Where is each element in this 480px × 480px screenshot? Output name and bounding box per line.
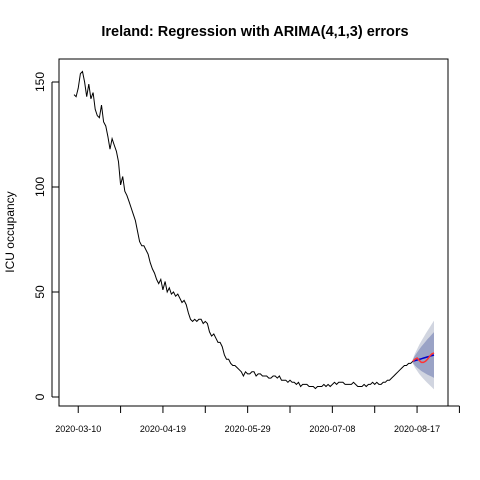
y-tick-label: 0 (33, 393, 47, 400)
x-tick-label: 2020-07-08 (309, 424, 355, 434)
y-tick-label: 50 (33, 285, 47, 299)
forecast-intervals (412, 320, 434, 390)
interval-band-2 (412, 332, 434, 378)
chart-title: Ireland: Regression with ARIMA(4,1,3) er… (101, 24, 408, 40)
plot-frame (58, 58, 449, 407)
y-tick-label: 150 (33, 72, 47, 92)
y-tick-label: 100 (33, 177, 47, 197)
x-tick-label: 2020-04-19 (140, 424, 186, 434)
series-line-1 (73, 70, 414, 390)
series-line-3 (412, 352, 435, 364)
series-lines (73, 70, 435, 390)
x-tick-label: 2020-05-29 (225, 424, 271, 434)
axes: 0 50 100 150 2020-03-10 2020-04-19 2020-05-29 2… (33, 72, 460, 434)
x-tick-label: 2020-08-17 (394, 424, 440, 434)
y-axis-label: ICU occupancy (3, 191, 17, 272)
x-tick-label: 2020-03-10 (55, 424, 101, 434)
